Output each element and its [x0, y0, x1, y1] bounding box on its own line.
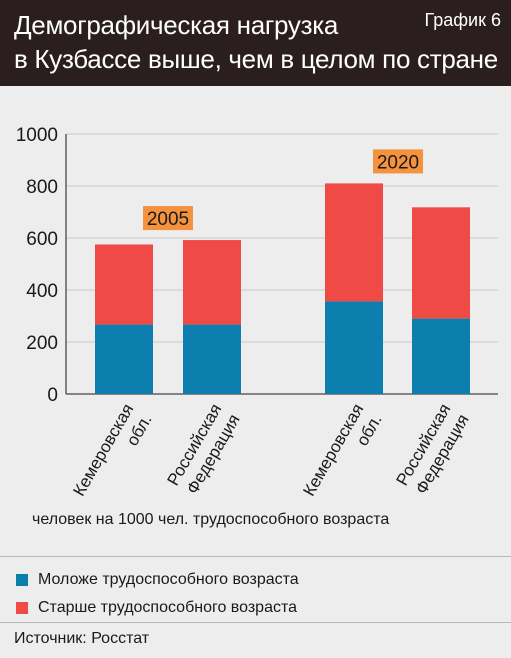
source-note: Источник: Росстат [14, 630, 150, 647]
legend-label-older: Старше трудоспособного возраста [38, 599, 298, 616]
legend-divider-top [0, 556, 511, 557]
chart-number-label: График 6 [424, 10, 501, 30]
y-tick-label: 0 [47, 385, 58, 406]
x-tick-label: РоссийскаяФедерация [164, 401, 244, 500]
year-label: 2005 [147, 209, 189, 230]
y-tick-label: 1000 [16, 125, 58, 146]
legend-item-younger: Моложе трудоспособного возраста [16, 566, 299, 594]
bar-segment-younger [412, 318, 470, 394]
bar-chart: 0 200 400 600 800 1000 2005 2020 Кемеровскаяобл.… [16, 125, 498, 510]
legend-label-younger: Моложе трудоспособного возраста [38, 571, 299, 588]
legend-item-older: Старше трудоспособного возраста [16, 594, 299, 622]
y-axis-unit-note: человек на 1000 чел. трудоспособного воз… [32, 511, 390, 528]
year-badge [373, 149, 423, 174]
x-tick-label-line: Кемеровская [299, 401, 367, 500]
y-tick-label: 400 [26, 281, 58, 302]
chart-header: Демографическая нагрузка в Кузбассе выше… [0, 0, 511, 86]
chart-title-line-1: Демографическая нагрузка [14, 10, 339, 40]
x-tick-label: Кемеровскаяобл. [299, 401, 385, 510]
bar-segment-older [325, 183, 383, 302]
y-tick-label: 800 [26, 177, 58, 198]
legend-divider-bottom [0, 622, 511, 623]
bar-segment-younger [95, 324, 153, 394]
bar-segment-older [183, 240, 241, 325]
legend: Моложе трудоспособного возраста Старше т… [16, 566, 299, 622]
x-tick-label: Кемеровскаяобл. [69, 401, 155, 510]
year-label: 2020 [377, 152, 419, 173]
bar-segment-younger [183, 324, 241, 394]
year-badge [143, 206, 193, 231]
chart-title: Демографическая нагрузка в Кузбассе выше… [14, 8, 498, 76]
bar-segment-older [412, 207, 470, 319]
x-tick-label-line: Кемеровская [69, 401, 137, 500]
plot-area: 0 200 400 600 800 1000 2005 2020 Кемеровскаяобл.… [0, 86, 511, 556]
legend-swatch-older [16, 602, 28, 614]
y-tick-label: 200 [26, 333, 58, 354]
bar-segment-older [95, 244, 153, 325]
chart-title-line-2: в Кузбассе выше, чем в целом по стране [14, 44, 498, 74]
bar-segment-younger [325, 301, 383, 394]
y-tick-label: 600 [26, 229, 58, 250]
x-tick-label: РоссийскаяФедерация [393, 401, 473, 500]
legend-swatch-younger [16, 574, 28, 586]
